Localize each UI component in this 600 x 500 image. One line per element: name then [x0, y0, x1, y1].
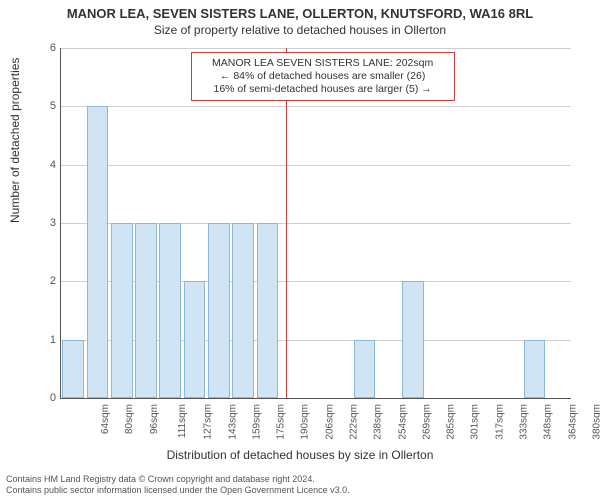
x-axis-label: Distribution of detached houses by size … — [0, 448, 600, 462]
x-tick-label: 364sqm — [567, 404, 578, 440]
annotation-line-3: 16% of semi-detached houses are larger (… — [198, 83, 448, 96]
x-tick-label: 143sqm — [227, 404, 238, 440]
x-tick-label: 285sqm — [446, 404, 457, 440]
footer-attribution: Contains HM Land Registry data © Crown c… — [6, 474, 350, 496]
x-tick-label: 238sqm — [373, 404, 384, 440]
bar — [524, 340, 546, 398]
x-tick-label: 190sqm — [300, 404, 311, 440]
bar — [257, 223, 279, 398]
footer-line-1: Contains HM Land Registry data © Crown c… — [6, 474, 350, 485]
x-tick-label: 111sqm — [177, 404, 188, 438]
y-tick-label: 4 — [50, 159, 56, 171]
x-tick-label: 159sqm — [251, 404, 262, 440]
y-tick-label: 0 — [50, 392, 56, 404]
chart-title-main: MANOR LEA, SEVEN SISTERS LANE, OLLERTON,… — [0, 0, 600, 21]
chart-plot-area: MANOR LEA SEVEN SISTERS LANE: 202sqm ← 8… — [60, 48, 571, 399]
bar — [87, 106, 109, 398]
annotation-line-1: MANOR LEA SEVEN SISTERS LANE: 202sqm — [198, 57, 448, 70]
bar — [402, 281, 424, 398]
y-tick-label: 5 — [50, 100, 56, 112]
bar — [111, 223, 133, 398]
x-tick-label: 333sqm — [519, 404, 530, 440]
footer-line-2: Contains public sector information licen… — [6, 485, 350, 496]
x-tick-label: 348sqm — [543, 404, 554, 440]
annotation-box: MANOR LEA SEVEN SISTERS LANE: 202sqm ← 8… — [191, 52, 455, 101]
bar — [135, 223, 157, 398]
y-tick-label: 1 — [50, 334, 56, 346]
y-tick-label: 2 — [50, 275, 56, 287]
x-tick-label: 301sqm — [470, 404, 481, 440]
x-tick-label: 64sqm — [100, 404, 111, 434]
bar — [232, 223, 254, 398]
chart-title-sub: Size of property relative to detached ho… — [0, 21, 600, 37]
bar — [208, 223, 230, 398]
x-tick-label: 127sqm — [203, 404, 214, 440]
bar — [354, 340, 376, 398]
x-tick-label: 222sqm — [349, 404, 360, 440]
x-tick-label: 175sqm — [276, 404, 287, 440]
x-tick-label: 380sqm — [591, 404, 600, 440]
y-tick-label: 3 — [50, 217, 56, 229]
x-tick-label: 254sqm — [397, 404, 408, 440]
annotation-line-2: ← 84% of detached houses are smaller (26… — [198, 70, 448, 83]
x-tick-label: 96sqm — [149, 404, 160, 434]
x-tick-label: 269sqm — [421, 404, 432, 440]
x-tick-label: 206sqm — [324, 404, 335, 440]
x-tick-label: 80sqm — [124, 404, 135, 434]
bar — [62, 340, 84, 398]
y-tick-label: 6 — [50, 42, 56, 54]
x-tick-label: 317sqm — [494, 404, 505, 440]
bar — [184, 281, 206, 398]
y-axis: 0123456 — [0, 48, 60, 398]
bar — [159, 223, 181, 398]
